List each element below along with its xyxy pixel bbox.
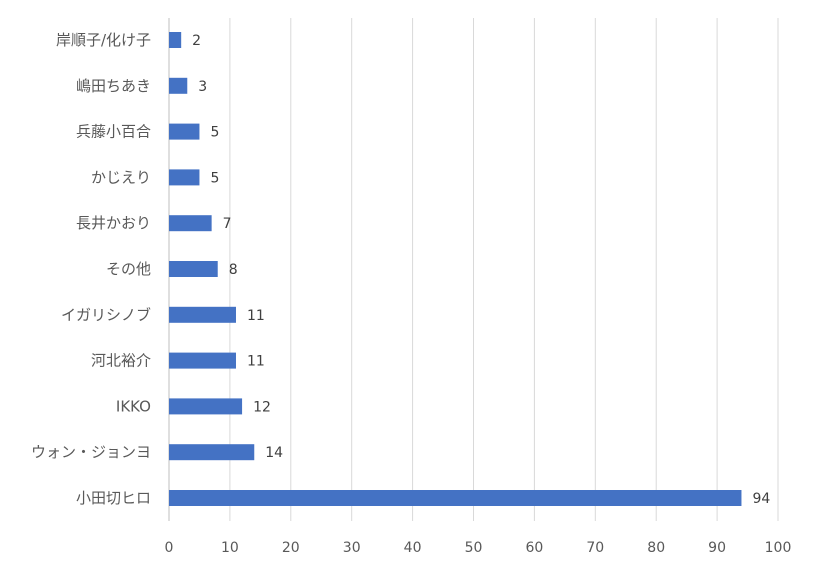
category-label: イガリシノブ	[61, 306, 151, 324]
data-label: 8	[229, 262, 238, 278]
data-label: 12	[253, 399, 271, 415]
x-tick-label: 20	[282, 540, 300, 556]
data-label: 7	[223, 216, 232, 232]
data-label: 3	[198, 79, 207, 95]
x-tick-label: 70	[586, 540, 604, 556]
bar	[169, 352, 236, 369]
category-label: ウォン・ジョンヨ	[31, 443, 151, 461]
x-tick-label: 90	[708, 540, 726, 556]
data-label: 11	[247, 308, 265, 324]
category-label: 岸順子/化け子	[56, 31, 151, 49]
data-label: 5	[210, 125, 219, 141]
bar	[169, 490, 742, 506]
x-tick-label: 40	[404, 540, 422, 556]
data-label: 14	[265, 445, 283, 461]
bar	[169, 169, 200, 186]
data-label: 5	[210, 170, 219, 186]
category-label: IKKO	[116, 397, 151, 415]
bars	[169, 32, 742, 506]
data-label: 2	[192, 33, 201, 49]
bar	[169, 32, 182, 48]
x-tick-labels: 0 10 20 30 40 50 60 70 80 90 100	[165, 540, 792, 556]
category-label: その他	[106, 260, 151, 278]
bar	[169, 306, 236, 323]
gridlines	[168, 18, 779, 521]
x-tick-label: 0	[165, 540, 174, 556]
data-label: 94	[752, 491, 770, 507]
category-label: 長井かおり	[76, 214, 151, 232]
category-label: 嶋田ちあき	[76, 77, 151, 95]
data-label: 11	[247, 354, 265, 370]
data-labels: 2 3 5 5 7 8 11 11 12 14 94	[192, 33, 770, 507]
x-tick-label: 30	[343, 540, 361, 556]
x-tick-label: 10	[221, 540, 239, 556]
bar	[169, 444, 255, 461]
category-label: 小田切ヒロ	[76, 489, 151, 507]
bar	[169, 123, 200, 140]
category-label: 兵藤小百合	[76, 123, 151, 141]
x-tick-label: 50	[465, 540, 483, 556]
bar	[169, 77, 188, 94]
category-label: 河北裕介	[91, 352, 151, 370]
bar	[169, 215, 212, 232]
x-tick-label: 80	[647, 540, 665, 556]
x-tick-label: 100	[765, 540, 792, 556]
x-tick-label: 60	[525, 540, 543, 556]
bar	[169, 261, 218, 277]
bar	[169, 398, 243, 415]
category-label: かじえり	[91, 168, 151, 186]
